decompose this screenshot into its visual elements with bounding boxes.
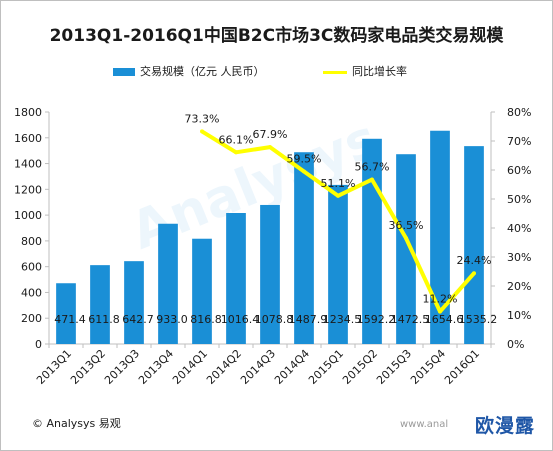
growth-point (234, 150, 238, 155)
growth-value-label: 66.1% (219, 133, 254, 146)
bar-value-label: 611.8 (88, 313, 120, 326)
legend-swatch-line (323, 70, 347, 74)
growth-value-label: 24.4% (457, 254, 492, 267)
growth-value-label: 59.5% (287, 152, 322, 165)
bar (464, 146, 484, 344)
left-tick-label: 600 (21, 261, 42, 274)
bar-value-label: 1234.5 (323, 313, 362, 326)
x-tick-label: 2014Q1 (170, 347, 210, 387)
footer-url: www.anal (400, 419, 449, 430)
bar-value-label: 1487.9 (289, 313, 328, 326)
legend-swatch-bar (113, 68, 135, 76)
growth-point (472, 271, 476, 276)
x-tick-label: 2015Q1 (306, 347, 346, 387)
bar-value-label: 1654.6 (425, 313, 464, 326)
x-tick-label: 2013Q2 (68, 347, 108, 387)
bar (158, 223, 178, 344)
bar-value-label: 1592.2 (357, 313, 396, 326)
left-tick-label: 1000 (14, 209, 42, 222)
growth-point (200, 129, 204, 134)
bar-value-label: 933.0 (156, 313, 188, 326)
left-tick-label: 800 (21, 235, 42, 248)
legend-label-bars: 交易规模（亿元 人民币） (140, 65, 265, 78)
left-tick-label: 1800 (14, 106, 42, 119)
growth-value-label: 73.3% (185, 112, 220, 125)
bar (90, 265, 110, 344)
x-tick-label: 2014Q2 (204, 347, 244, 387)
bar (124, 261, 144, 344)
growth-value-label: 36.5% (389, 219, 424, 232)
site-badge: 欧漫露 (475, 415, 536, 437)
left-tick-label: 200 (21, 312, 42, 325)
growth-value-label: 56.7% (355, 161, 390, 174)
bar (260, 204, 280, 344)
bar-value-label: 1078.8 (255, 313, 294, 326)
bar (328, 184, 348, 344)
right-tick-label: 20% (507, 280, 531, 293)
right-tick-label: 0% (507, 338, 524, 351)
x-tick-label: 2016Q1 (442, 347, 482, 387)
bar-value-label: 642.7 (122, 313, 154, 326)
growth-point (370, 177, 374, 182)
bar (396, 154, 416, 344)
left-tick-label: 1400 (14, 158, 42, 171)
bar-value-label: 1016.4 (221, 313, 260, 326)
growth-point (336, 193, 340, 198)
legend-item-line: 同比增长率 (323, 63, 407, 79)
growth-value-label: 51.1% (321, 177, 356, 190)
x-tick-label: 2013Q3 (102, 347, 142, 387)
x-tick-label: 2015Q2 (340, 347, 380, 387)
legend-item-bars: 交易规模（亿元 人民币） (113, 63, 265, 79)
footer-copyright: © Analysys 易观 (32, 417, 121, 430)
bar (226, 212, 246, 344)
growth-value-label: 11.2% (423, 293, 458, 306)
bar-value-label: 1535.2 (459, 313, 498, 326)
growth-point (268, 145, 272, 150)
growth-point (302, 169, 306, 174)
left-tick-label: 0 (35, 338, 42, 351)
right-tick-label: 50% (507, 193, 531, 206)
right-tick-label: 10% (507, 309, 531, 322)
x-tick-label: 2014Q4 (272, 347, 312, 387)
legend: 交易规模（亿元 人民币） 同比增长率 (1, 63, 552, 79)
bar (294, 152, 314, 344)
bar-value-label: 1472.5 (391, 313, 430, 326)
x-tick-label: 2013Q1 (34, 347, 74, 387)
x-tick-label: 2015Q3 (374, 347, 414, 387)
x-tick-label: 2014Q3 (238, 347, 278, 387)
bar-value-label: 816.8 (190, 313, 222, 326)
growth-point (438, 309, 442, 314)
right-tick-label: 30% (507, 251, 531, 264)
left-tick-label: 1200 (14, 183, 42, 196)
right-tick-label: 60% (507, 164, 531, 177)
chart-title: 2013Q1-2016Q1中国B2C市场3C数码家电品类交易规模 (49, 26, 504, 46)
bar (56, 283, 76, 344)
x-tick-label: 2013Q4 (136, 347, 176, 387)
bar-value-label: 471.4 (54, 313, 86, 326)
growth-value-label: 67.9% (253, 128, 288, 141)
x-tick-label: 2015Q4 (408, 347, 448, 387)
growth-point (404, 236, 408, 241)
right-tick-label: 80% (507, 106, 531, 119)
left-tick-label: 1600 (14, 132, 42, 145)
bar (430, 130, 450, 344)
left-tick-label: 400 (21, 286, 42, 299)
bar (192, 238, 212, 344)
legend-label-line: 同比增长率 (352, 65, 407, 78)
right-tick-label: 40% (507, 222, 531, 235)
right-tick-label: 70% (507, 135, 531, 148)
